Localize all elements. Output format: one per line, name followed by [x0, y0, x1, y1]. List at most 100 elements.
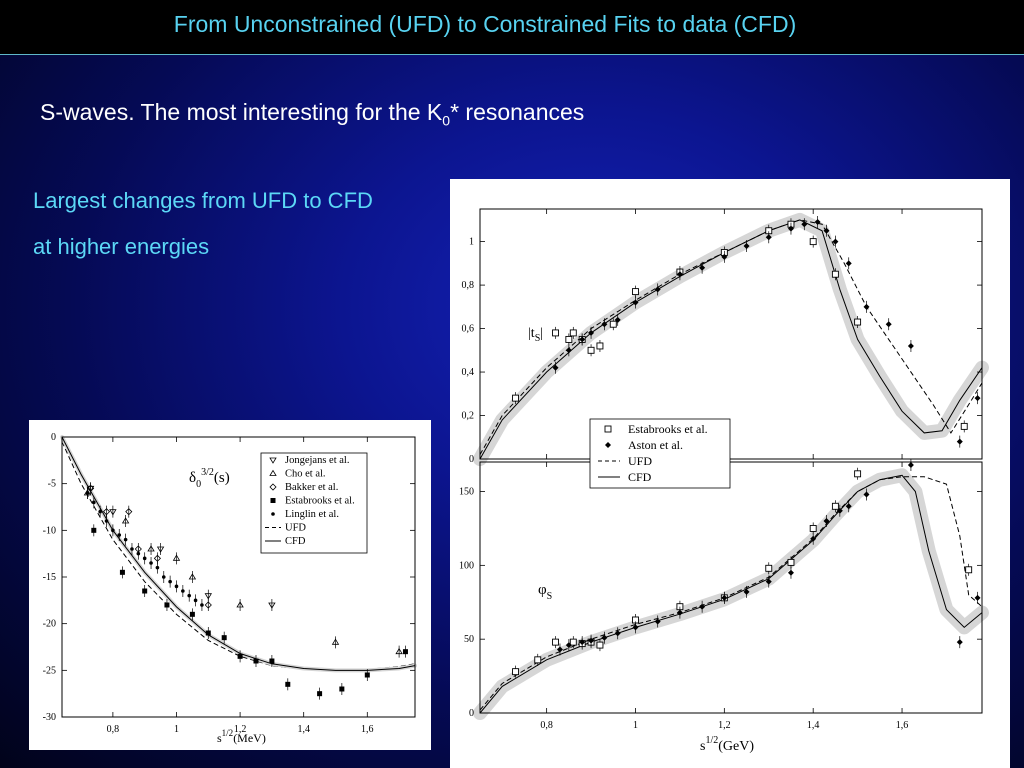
legend-label: UFD [628, 454, 652, 468]
y-tick-label: 1 [469, 237, 474, 248]
data-point [579, 336, 586, 343]
y-tick-label: 0 [469, 454, 474, 465]
note-line: at higher energies [33, 234, 210, 259]
data-point [654, 618, 661, 625]
data-point [556, 646, 563, 653]
data-point [565, 335, 573, 343]
data-point [87, 484, 95, 492]
data-point [402, 649, 408, 655]
data-point [269, 658, 275, 664]
data-point [743, 242, 750, 249]
x-tick-label: 1,4 [807, 720, 820, 731]
x-axis-label: s1/2(GeV) [700, 735, 754, 754]
data-point [654, 286, 661, 293]
legend-box [260, 452, 368, 554]
data-point [104, 519, 109, 523]
data-point [91, 527, 97, 533]
slide-subtitle: S-waves. The most interesting for the K0… [40, 99, 584, 129]
data-point [187, 593, 192, 598]
data-point [823, 518, 830, 525]
data-point [147, 545, 155, 552]
data-point [956, 639, 963, 646]
legend-label: UFD [285, 523, 306, 534]
legend-label: CFD [285, 536, 306, 547]
side-notes: Largest changes from UFD to CFD at highe… [33, 186, 393, 278]
data-point [596, 342, 604, 350]
delta-label: δ03/2(s) [189, 467, 230, 490]
data-point [102, 508, 111, 516]
data-point [168, 579, 172, 584]
data-point [237, 653, 243, 659]
data-point [552, 364, 559, 371]
data-point [136, 551, 141, 556]
data-point [974, 594, 981, 601]
legend: Jongejans et al. Cho et al. Bakker et al. E… [260, 452, 368, 554]
data-point [614, 316, 621, 323]
data-point [965, 566, 973, 574]
data-point [765, 234, 772, 241]
legend-label: Cho et al. [285, 469, 326, 480]
data-point [149, 561, 153, 565]
data-point [765, 578, 772, 585]
legend: Estabrooks et al. Aston et al. UFD CFD [589, 418, 731, 489]
data-point [123, 537, 128, 542]
data-point [596, 641, 604, 649]
data-point [268, 602, 276, 609]
tS-phiS-chart: 0 0,2 0,4 0,6 0,8 1 0 50 100 150 0,8 1 1,2 1,4 1,6 |tS… [459, 208, 989, 754]
data-point [676, 271, 683, 278]
ufd-curve [479, 219, 983, 455]
note-line: Largest changes from UFD to CFD [33, 188, 373, 213]
data-point [854, 470, 862, 478]
slide-title: From Unconstrained (UFD) to Constrained … [173, 11, 797, 37]
data-point [269, 483, 277, 491]
data-point [271, 512, 275, 516]
data-point [699, 264, 706, 271]
data-point [632, 299, 639, 306]
y-tick-label: -25 [43, 665, 56, 676]
data-point [512, 394, 519, 402]
data-point [130, 547, 134, 551]
data-point [98, 509, 102, 514]
data-point [155, 565, 160, 570]
delta-3-2-chart-panel: 0 -5 -10 -15 -20 -25 -30 0,8 1 1,2 1,4 1,6 δ03/2(s)… [29, 420, 431, 750]
data-point [831, 270, 839, 278]
data-point [809, 238, 817, 246]
data-point [721, 594, 728, 601]
x-tick-label: 1,2 [234, 724, 247, 735]
data-point [181, 589, 185, 593]
data-point [339, 686, 345, 692]
data-point [907, 342, 914, 349]
data-point [119, 569, 125, 575]
data-point [85, 491, 90, 495]
data-point [699, 603, 706, 610]
legend-label: Linglin et al. [285, 509, 339, 520]
data-point [188, 573, 197, 580]
data-point [605, 442, 611, 448]
data-point [153, 554, 161, 562]
data-point [614, 630, 621, 637]
data-point [565, 642, 572, 649]
y-tick-label: -15 [43, 572, 56, 583]
data-point [632, 624, 639, 631]
data-point [845, 503, 852, 510]
data-point [604, 425, 612, 433]
data-point [569, 329, 577, 337]
data-point [317, 691, 323, 697]
data-point [204, 593, 212, 600]
subtitle-subscript: 0 [442, 112, 451, 129]
data-point [221, 635, 227, 641]
y-tick-label: -20 [43, 619, 56, 630]
title-bar: From Unconstrained (UFD) to Constrained … [0, 0, 1024, 55]
y-tick-label: -5 [48, 479, 56, 490]
data-point [156, 546, 165, 553]
y-tick-label: 0,2 [462, 411, 475, 422]
phiS-label: φS [538, 582, 552, 602]
cfd-error-band [473, 212, 989, 466]
data-point [601, 634, 608, 641]
x-tick-label: 1,6 [896, 720, 909, 731]
x-axis-label: s1/2(MeV) [217, 728, 266, 745]
data-point [907, 461, 914, 468]
data-point [552, 329, 559, 337]
data-point [863, 303, 870, 310]
data-point [111, 528, 115, 533]
